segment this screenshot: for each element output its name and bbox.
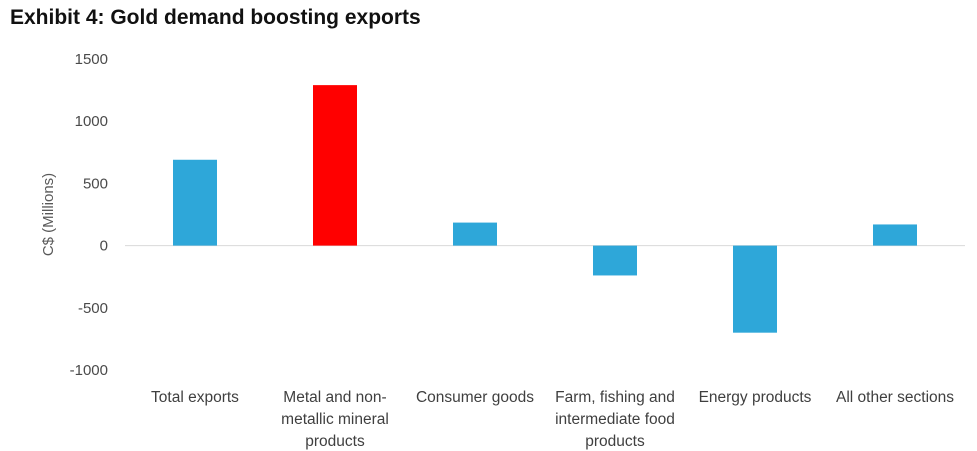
chart-title: Exhibit 4: Gold demand boosting exports bbox=[10, 6, 421, 29]
category-labels: Total exports Metal and non-metallic mine… bbox=[151, 389, 954, 450]
category-label-line: products bbox=[585, 433, 645, 450]
category-label-line: Farm, fishing and bbox=[555, 389, 675, 406]
category-label: All other sections bbox=[836, 389, 954, 406]
bar-3 bbox=[453, 222, 497, 246]
y-tick-label: -1000 bbox=[70, 362, 108, 379]
bar-5 bbox=[733, 245, 777, 333]
y-tick-label: 1500 bbox=[75, 51, 108, 68]
category-label-line: Consumer goods bbox=[416, 389, 534, 406]
y-tick-label: 1000 bbox=[75, 113, 108, 130]
category-label: Energy products bbox=[699, 389, 812, 406]
y-tick-label: 500 bbox=[83, 175, 108, 192]
category-label-line: All other sections bbox=[836, 389, 954, 406]
bar-6 bbox=[873, 224, 917, 246]
category-label-line: Total exports bbox=[151, 389, 239, 406]
category-label: Consumer goods bbox=[416, 389, 534, 406]
bar-4 bbox=[593, 245, 637, 276]
category-label-line: products bbox=[305, 433, 365, 450]
y-tick-label: -500 bbox=[78, 300, 108, 317]
category-label-line: metallic mineral bbox=[281, 411, 389, 428]
category-label-line: Metal and non- bbox=[283, 389, 386, 406]
y-axis-title: C$ (Millions) bbox=[40, 173, 57, 256]
bars bbox=[173, 85, 917, 333]
category-label: Farm, fishing and intermediate food produc… bbox=[555, 389, 675, 450]
category-label: Total exports bbox=[151, 389, 239, 406]
category-label-line: Energy products bbox=[699, 389, 812, 406]
y-tick-label: 0 bbox=[100, 238, 108, 255]
y-axis-title-group: C$ (Millions) bbox=[40, 173, 57, 256]
bar-1 bbox=[173, 159, 217, 246]
category-label: Metal and non-metallic mineral products bbox=[281, 389, 389, 450]
bar-2 bbox=[313, 85, 357, 246]
category-label-line: intermediate food bbox=[555, 411, 675, 428]
y-axis-ticks: -1000 -500 0 500 1000 1500 bbox=[70, 51, 108, 379]
